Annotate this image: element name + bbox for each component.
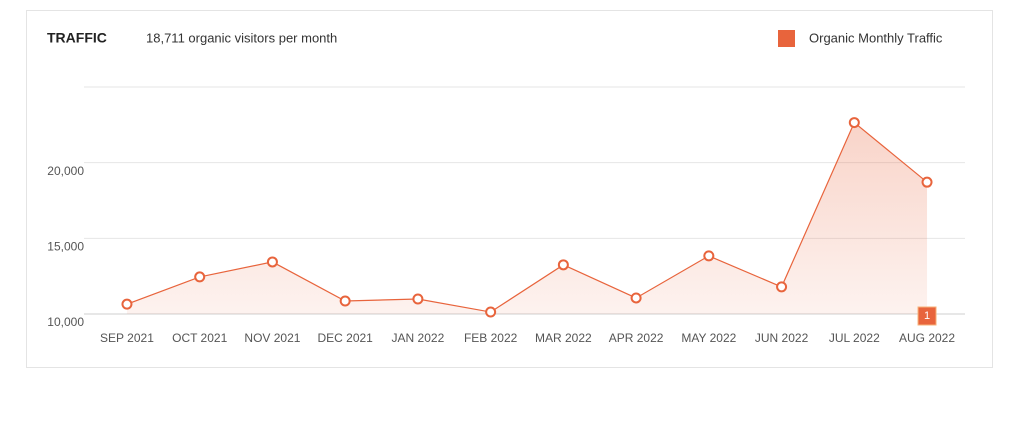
point [921,176,933,188]
y-tick-label: 20,000 [47,164,84,178]
y-tick-label: 15,000 [47,240,84,254]
chart-title: TRAFFIC [47,30,107,46]
x-tick-label: DEC 2021 [317,331,373,345]
x-tick-label: JUL 2022 [829,331,880,345]
point [121,298,133,310]
chart-subtitle: 18,711 organic visitors per month [146,30,337,45]
x-tick-label: AUG 2022 [899,331,955,345]
legend-swatch [778,30,795,47]
point [557,259,569,271]
point [848,117,860,129]
point [630,292,642,304]
point [776,281,788,293]
x-tick-label: JUN 2022 [755,331,809,345]
x-tick-label: MAR 2022 [535,331,592,345]
legend-label: Organic Monthly Traffic [809,30,943,45]
point [339,295,351,307]
x-tick-label: SEP 2021 [100,331,154,345]
point [266,256,278,268]
line [126,121,928,313]
x-tick-label: FEB 2022 [464,331,518,345]
x-tick-label: APR 2022 [609,331,664,345]
area [126,122,928,315]
annotation: 1 [924,310,930,322]
x-tick-label: JAN 2022 [392,331,445,345]
point [412,293,424,305]
point [485,306,497,318]
x-tick-label: OCT 2021 [172,331,227,345]
point [194,271,206,283]
annotation-box [917,306,937,326]
y-tick-label: 10,000 [47,315,84,329]
x-tick-label: NOV 2021 [244,331,300,345]
x-tick-label: MAY 2022 [681,331,736,345]
point [703,250,715,262]
